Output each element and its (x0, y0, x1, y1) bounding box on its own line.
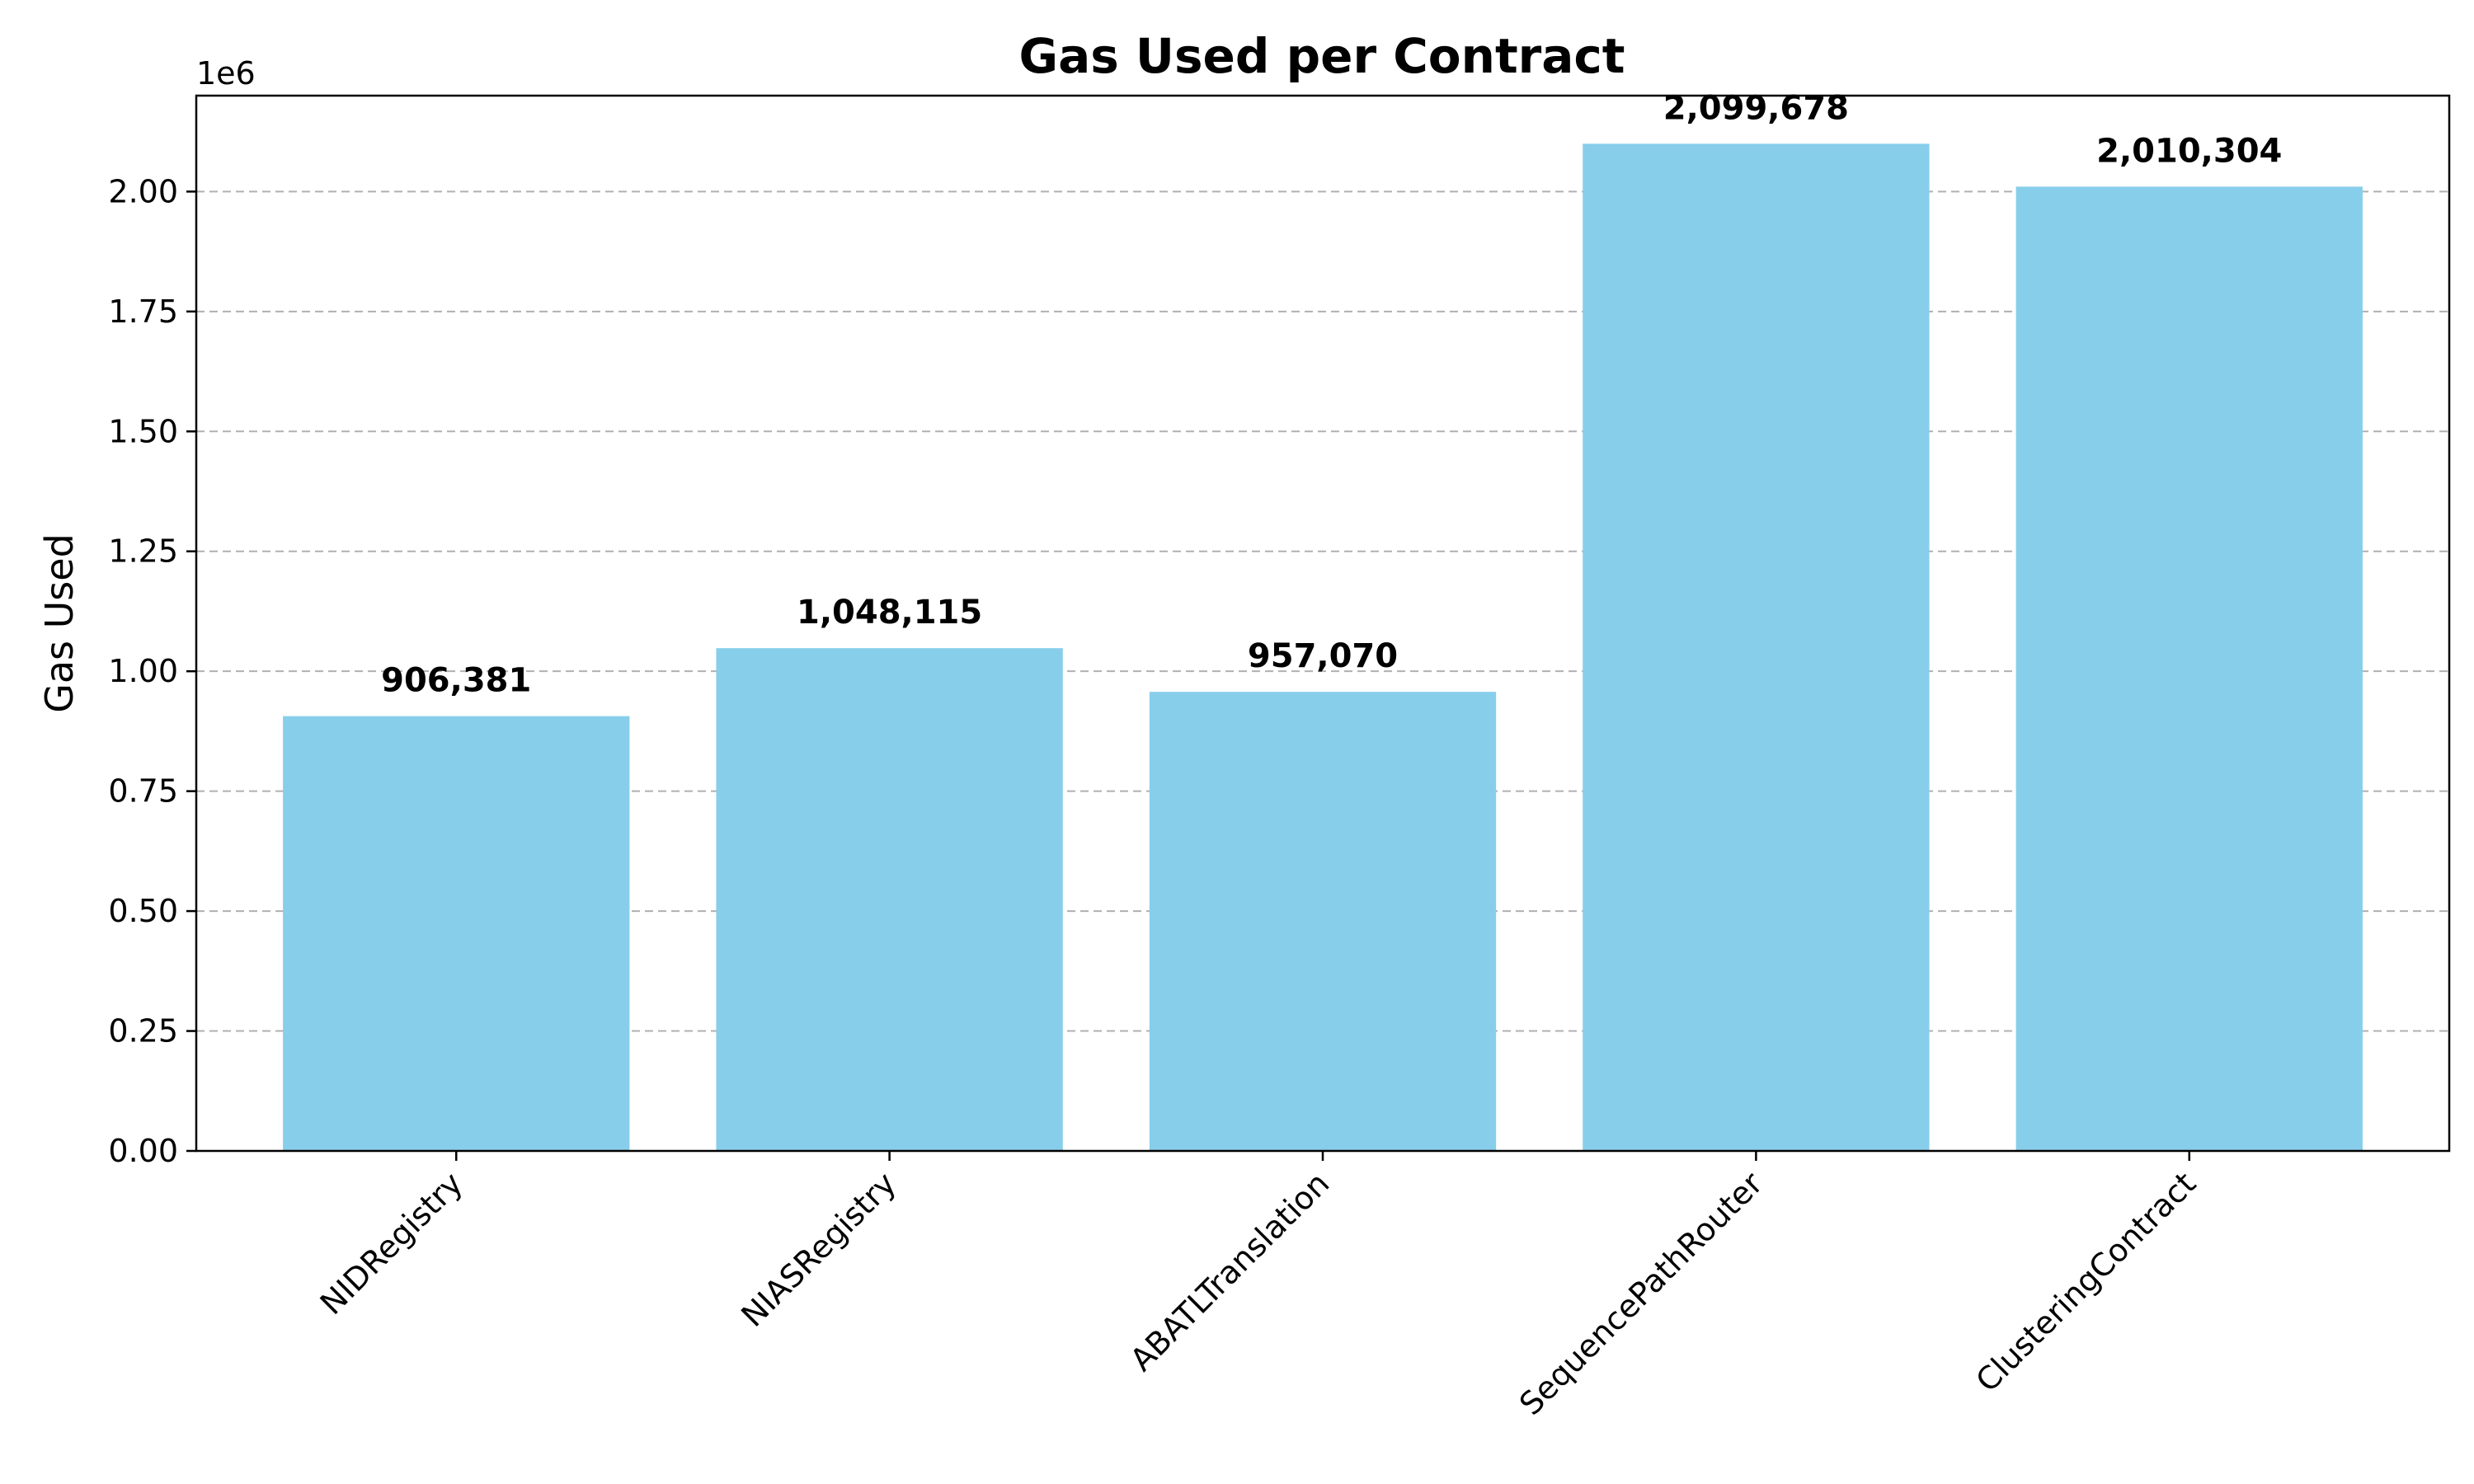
y-tick-label: 2.00 (108, 173, 178, 209)
x-tick-label: SequencePathRouter (1512, 1165, 1770, 1422)
data-label: 1,048,115 (797, 594, 982, 632)
y-tick-label: 0.25 (108, 1013, 178, 1050)
bar-niasregistry (716, 648, 1063, 1151)
y-axis-offset-label: 1e6 (196, 55, 256, 92)
y-tick-label: 1.50 (108, 413, 178, 449)
x-axis-ticks: NIDRegistry NIASRegistry ABATLTranslation S… (313, 1151, 2203, 1422)
x-tick-label: NIDRegistry (313, 1165, 470, 1322)
y-tick-label: 1.75 (108, 294, 178, 330)
x-tick-label: NIASRegistry (734, 1165, 903, 1334)
plot-frame (195, 94, 2451, 1153)
y-tick-label: 0.75 (108, 773, 178, 810)
data-labels: 906,3811,048,115957,0702,099,6782,010,30… (381, 89, 2282, 699)
y-tick-label: 0.50 (108, 893, 178, 929)
data-label: 957,070 (1248, 637, 1398, 675)
y-axis-ticks: 0.00 0.25 0.50 0.75 1.00 1.25 1.50 1.75 2.00 (108, 173, 196, 1169)
x-tick-label: ClusteringContract (1969, 1165, 2204, 1399)
bar-clusteringcontract (2015, 186, 2363, 1152)
y-tick-label: 1.25 (108, 533, 178, 570)
data-label: 2,010,304 (2096, 132, 2282, 170)
bar-sequencepathrouter (1583, 143, 1930, 1152)
bars (283, 143, 2363, 1152)
y-tick-label: 1.00 (108, 653, 178, 689)
y-axis-label: Gas Used (37, 533, 82, 713)
chart-title: Gas Used per Contract (1018, 28, 1625, 84)
y-tick-label: 0.00 (108, 1133, 178, 1169)
x-tick-label: ABATLTranslation (1123, 1165, 1336, 1378)
bar-abatltranslation (1149, 692, 1497, 1151)
bar-nidregistry (283, 716, 630, 1151)
data-label: 906,381 (381, 662, 531, 700)
